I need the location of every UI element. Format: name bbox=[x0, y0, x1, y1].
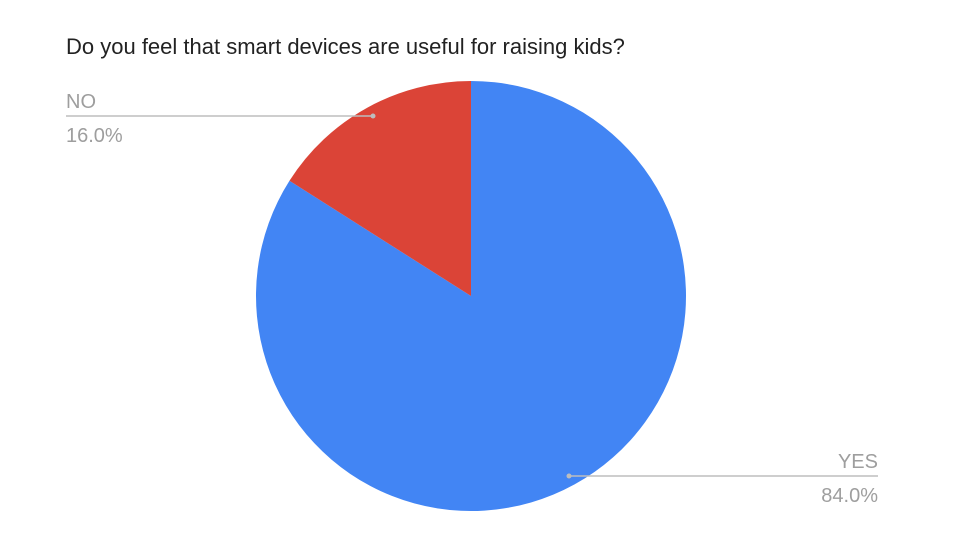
slice-label-no: NO bbox=[66, 91, 96, 113]
slice-label-yes: YES bbox=[838, 451, 878, 473]
leader-dot-no bbox=[370, 113, 376, 119]
pie-slice-yes bbox=[255, 81, 686, 511]
pie-slice-no bbox=[289, 81, 471, 296]
slice-percent-yes: 84.0% bbox=[821, 485, 878, 507]
leader-dot-yes bbox=[566, 473, 572, 479]
chart-title: Do you feel that smart devices are usefu… bbox=[66, 34, 625, 59]
slice-percent-no: 16.0% bbox=[66, 125, 123, 147]
